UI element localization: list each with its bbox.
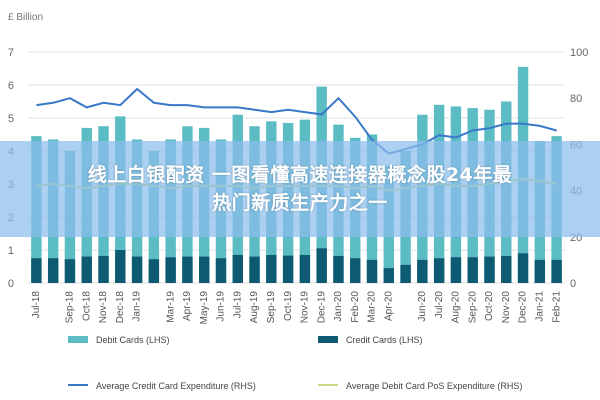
credit-card-bar: [249, 256, 260, 283]
credit-card-bar: [417, 259, 428, 283]
credit-card-bar: [81, 256, 92, 283]
x-tick-label: Mar-19: [165, 291, 176, 323]
banner-line-2: 热门新质生产力之一: [212, 192, 388, 214]
x-tick-label: Dec-18: [115, 291, 126, 324]
left-tick-label: 7: [8, 47, 14, 59]
credit-card-bar: [467, 257, 478, 283]
legend-swatch-debit-cards: [68, 336, 88, 343]
credit-card-bar: [64, 259, 76, 283]
x-tick-label: Oct-18: [81, 291, 92, 321]
x-tick-label: Jul-20: [434, 291, 445, 319]
credit-card-bar: [299, 254, 311, 283]
credit-card-bar: [98, 255, 109, 283]
credit-card-bar: [148, 259, 160, 283]
left-tick-label: 5: [8, 113, 14, 125]
right-tick-label: 0: [570, 278, 576, 290]
credit-card-bar: [131, 256, 143, 283]
legend-label-avg-credit-expenditure: Average Credit Card Expenditure (RHS): [96, 381, 256, 391]
x-tick-label: Dec-19: [316, 291, 327, 324]
banner-line-1: 线上白银配资 一图看懂高速连接器概念股24年最: [87, 164, 513, 186]
legend-swatch-credit-cards: [318, 336, 338, 343]
x-tick-label: Dec-20: [518, 291, 529, 324]
x-tick-label: Nov-19: [300, 291, 311, 324]
left-tick-label: 1: [8, 245, 14, 257]
x-tick-label: Aug-19: [249, 291, 260, 324]
left-tick-label: 6: [8, 80, 14, 92]
x-tick-label: Aug-20: [451, 291, 462, 324]
x-tick-label: Feb-20: [350, 291, 361, 323]
x-tick-label: Sep-19: [266, 291, 277, 324]
x-tick-label: Oct-19: [283, 291, 294, 321]
credit-card-bar: [333, 255, 344, 283]
right-tick-label: 80: [570, 93, 582, 105]
unit-label: £ Billion: [8, 12, 43, 23]
credit-card-bar: [115, 250, 126, 283]
x-tick-label: Nov-20: [501, 291, 512, 324]
left-tick-label: 0: [8, 278, 14, 290]
x-tick-label: Oct-20: [484, 291, 495, 321]
x-tick-label: Feb-21: [551, 291, 562, 323]
credit-card-bar: [517, 253, 529, 283]
x-tick-label: Jan-19: [132, 291, 143, 322]
x-tick-label: Sep-18: [65, 291, 76, 324]
x-tick-label: Mar-20: [367, 291, 378, 323]
credit-card-bar: [47, 258, 59, 283]
x-tick-label: Sep-20: [467, 291, 478, 324]
credit-card-bar: [350, 258, 361, 283]
x-tick-label: Jun-20: [417, 291, 428, 322]
credit-card-bar: [316, 248, 327, 283]
x-tick-label: Jan-21: [534, 291, 545, 322]
x-tick-label: Jun-19: [216, 291, 227, 322]
credit-card-bar: [232, 254, 243, 283]
x-tick-label: Jul-18: [31, 291, 42, 319]
credit-card-bar: [165, 257, 176, 283]
x-tick-label: Apr-20: [383, 291, 394, 321]
x-tick-label: Nov-18: [98, 291, 109, 324]
credit-card-bar: [400, 264, 411, 283]
avg-credit-expenditure-line: [36, 87, 557, 155]
credit-card-bar: [484, 256, 495, 283]
x-tick-label: May-19: [199, 291, 210, 325]
legend: Debit Cards (LHS) Credit Cards (LHS) Ave…: [68, 335, 522, 391]
legend-label-debit-cards: Debit Cards (LHS): [96, 335, 170, 345]
x-tick-label: Apr-19: [182, 291, 193, 321]
x-tick-label: Jan-20: [333, 291, 344, 322]
credit-card-bar: [282, 255, 294, 283]
credit-card-bar: [551, 259, 562, 283]
credit-card-bar: [366, 259, 378, 283]
x-axis-ticks: Jul-18 Sep-18 Oct-18 Nov-18 Dec-18 Jan-19 Mar-…: [31, 291, 562, 325]
legend-label-avg-debit-pos-expenditure: Average Debit Card PoS Expenditure (RHS): [346, 381, 522, 391]
credit-card-bar: [450, 257, 462, 283]
credit-card-bar: [534, 259, 546, 283]
credit-card-bar: [199, 256, 210, 283]
credit-card-bar: [383, 268, 394, 283]
overlay-banner: 线上白银配资 一图看懂高速连接器概念股24年最 热门新质生产力之一: [0, 141, 600, 237]
credit-card-bar: [215, 258, 227, 283]
credit-card-bar: [433, 258, 445, 283]
credit-card-bar: [266, 254, 277, 283]
credit-card-bar: [182, 256, 193, 283]
legend-label-credit-cards: Credit Cards (LHS): [346, 335, 423, 345]
x-tick-label: Jul-19: [232, 291, 243, 319]
credit-card-bar: [501, 255, 512, 283]
right-tick-label: 100: [570, 47, 588, 59]
credit-card-bar: [31, 258, 42, 283]
